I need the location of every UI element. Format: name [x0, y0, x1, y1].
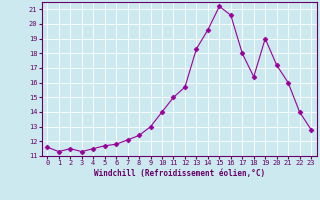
X-axis label: Windchill (Refroidissement éolien,°C): Windchill (Refroidissement éolien,°C) [94, 169, 265, 178]
